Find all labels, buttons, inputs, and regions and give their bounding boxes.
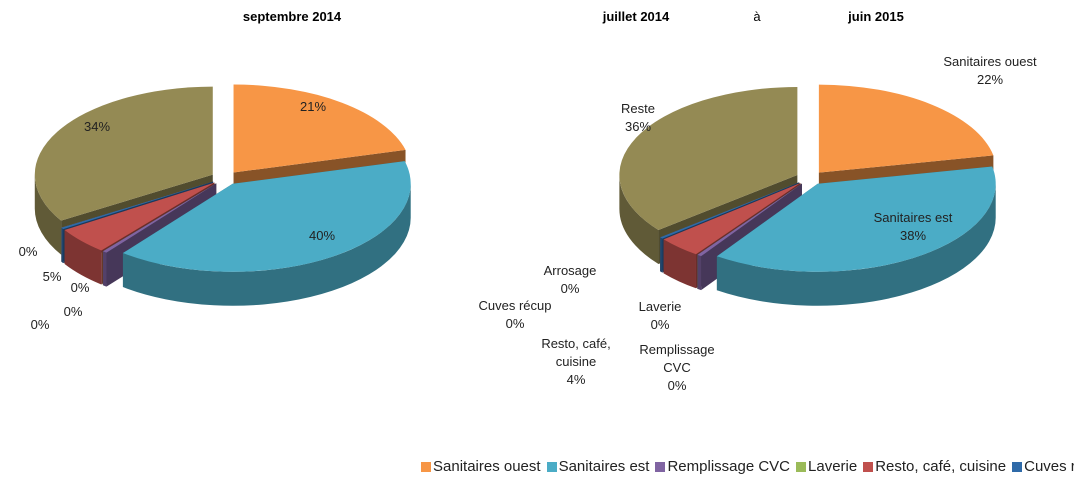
label-value: 0% <box>650 317 670 332</box>
slice-side <box>716 183 996 306</box>
legend-label: Cuves récup <box>1024 458 1074 475</box>
label-value: 0% <box>667 378 687 393</box>
legend-swatch <box>863 461 874 472</box>
slice <box>122 161 411 272</box>
legend-label: Sanitaires est <box>558 458 650 475</box>
legend-swatch <box>421 461 431 472</box>
legend: Sanitaires ouest Sanitaires est Remplissag… <box>421 458 1074 475</box>
data-label: 0% <box>60 279 100 297</box>
label-value: 4% <box>566 372 586 387</box>
legend-item: Laverie <box>796 458 857 475</box>
data-label: Resto, café, cuisine 4% <box>529 335 624 389</box>
title-text: juillet 2014 <box>602 9 670 24</box>
slice-side <box>64 230 102 285</box>
label-name: Resto, café, cuisine <box>541 336 611 369</box>
slice <box>818 84 994 173</box>
legend-label: Sanitaires ouest <box>433 458 541 475</box>
legend-item: Cuves récup <box>1012 458 1074 475</box>
slice-side <box>663 239 696 289</box>
data-label: Sanitaires est 38% <box>853 209 973 245</box>
label-value: 21% <box>299 99 327 114</box>
legend-label: Resto, café, cuisine <box>875 458 1007 475</box>
label-value: 22% <box>976 72 1004 87</box>
title-text: septembre 2014 <box>242 9 342 24</box>
data-label: 21% <box>283 98 343 116</box>
slice <box>619 87 798 231</box>
label-value: 0% <box>30 317 50 332</box>
pie <box>34 84 411 306</box>
label-name: Laverie <box>638 299 682 314</box>
slice <box>663 183 801 255</box>
legend-item: Remplissage CVC <box>655 458 790 475</box>
chart-title: juin 2015 <box>848 9 904 24</box>
title-text: juin 2015 <box>848 9 904 24</box>
chart-title: septembre 2014 <box>243 9 341 24</box>
data-label: Remplissage CVC 0% <box>627 341 727 395</box>
legend-label: Laverie <box>808 458 858 475</box>
slice <box>103 183 217 253</box>
slice-side <box>697 254 702 291</box>
legend-label: Remplissage CVC <box>667 458 791 475</box>
label-value: 38% <box>899 228 927 243</box>
data-label: 0% <box>53 303 93 321</box>
slice-side <box>34 174 62 255</box>
slice <box>61 181 214 230</box>
pie <box>619 84 996 306</box>
data-label: 34% <box>67 118 127 136</box>
slice-side <box>619 175 659 265</box>
label-value: 0% <box>63 304 83 319</box>
data-label: 40% <box>292 227 352 245</box>
title-text: à <box>753 9 761 24</box>
data-label: Cuves récup 0% <box>465 297 565 333</box>
slice-side <box>103 251 107 287</box>
slice <box>64 182 215 251</box>
data-label: Reste 36% <box>598 100 678 136</box>
data-label: Arrosage 0% <box>530 262 610 298</box>
label-value: 0% <box>560 281 580 296</box>
legend-swatch <box>1012 461 1023 472</box>
slice <box>34 86 213 221</box>
slice <box>697 183 802 257</box>
data-label: 0% <box>20 316 60 334</box>
label-name: Sanitaires est <box>873 210 953 225</box>
label-value: 0% <box>505 316 525 331</box>
legend-item: Resto, café, cuisine <box>863 458 1006 475</box>
legend-swatch <box>796 461 807 472</box>
label-name: Remplissage CVC <box>639 342 715 375</box>
slice <box>660 182 800 239</box>
data-label: 0% <box>8 243 48 261</box>
data-label: 5% <box>32 268 72 286</box>
slice-side <box>61 227 64 264</box>
legend-item: Sanitaires ouest <box>421 458 541 475</box>
label-value: 0% <box>18 244 38 259</box>
data-label: Sanitaires ouest 22% <box>920 53 1060 89</box>
slice <box>716 166 996 272</box>
label-name: Cuves récup <box>478 298 552 313</box>
slice-side <box>660 237 663 273</box>
label-name: Arrosage <box>543 263 597 278</box>
chart-title: juillet 2014 <box>603 9 669 24</box>
label-value: 36% <box>624 119 652 134</box>
legend-item: Sanitaires est <box>546 458 650 475</box>
label-value: 0% <box>70 280 90 295</box>
label-value: 40% <box>308 228 336 243</box>
legend-swatch <box>546 461 557 472</box>
label-name: Reste <box>621 101 655 116</box>
data-label: Laverie 0% <box>620 298 700 334</box>
slice <box>233 84 406 173</box>
chart-title: à <box>753 9 760 24</box>
label-value: 5% <box>42 269 62 284</box>
slice-side <box>122 183 411 306</box>
label-name: Sanitaires ouest <box>943 54 1037 69</box>
legend-swatch <box>655 461 666 472</box>
label-value: 34% <box>83 119 111 134</box>
